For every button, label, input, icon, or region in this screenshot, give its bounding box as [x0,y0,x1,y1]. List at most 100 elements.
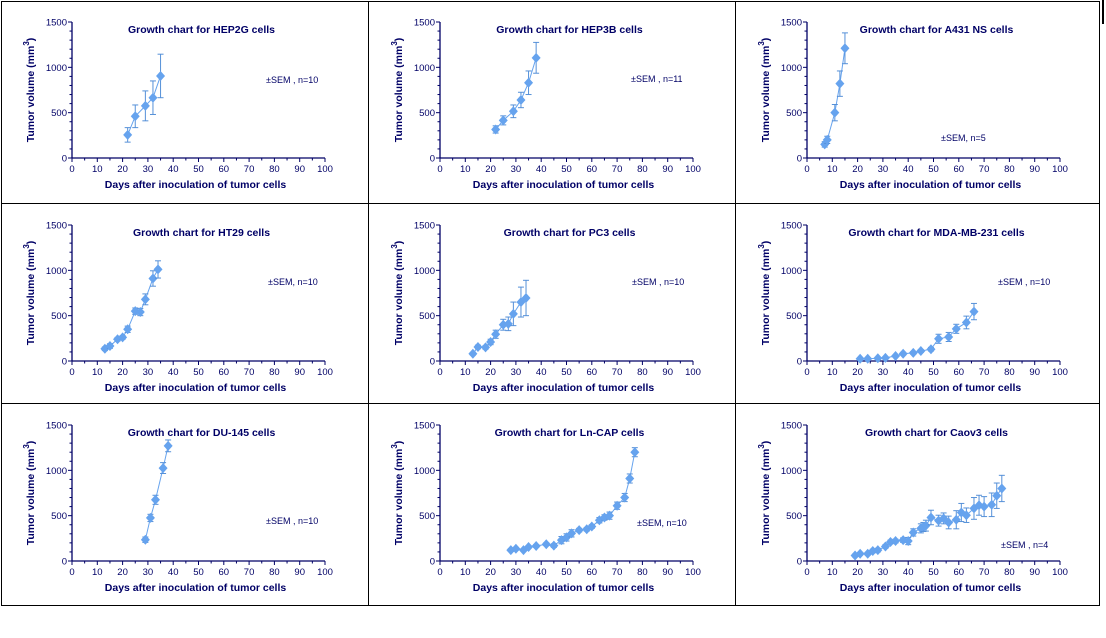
series [123,53,166,143]
edge-mark [1102,0,1104,24]
y-axis-label-superscript: 3 [22,244,31,249]
y-axis-label-end: ) [25,38,37,42]
sem-annotation: ±SEM , n=10 [998,277,1050,287]
chart-panel: 0 10 20 30 40 50 60 70 80 90 100 0 500 1000 1500 Days a… [369,204,735,403]
y-axis-label-superscript: 3 [390,444,399,449]
x-tick-label: 50 [928,367,939,378]
chart-panel: 0 10 20 30 40 50 60 70 80 90 100 0 500 1000 1500 Days a… [1,204,368,403]
chart-title: Growth chart for PC3 cells [504,227,636,239]
data-point [481,342,491,353]
data-point [516,94,526,105]
data-point [612,500,622,511]
data-point [979,501,989,512]
data-point [156,70,166,81]
y-axis-label-main: Tumor volume (mm [760,46,772,143]
data-point [620,492,630,503]
y-tick-label: 1500 [46,221,67,232]
y-axis-label-main: Tumor volume (mm [393,249,405,346]
data-point [961,510,971,521]
panel-divider [368,1,369,606]
x-tick-label: 90 [1029,367,1040,378]
data-point [118,332,128,343]
x-tick-label: 90 [662,567,673,578]
series [850,474,1007,561]
data-point [835,78,845,89]
y-axis-label-superscript: 3 [757,244,766,249]
y-tick-label: 1500 [414,421,435,432]
x-tick-label: 10 [92,164,103,175]
sem-annotation: ±SEM , n=4 [1001,540,1048,550]
chart-panel: 0 10 20 30 40 50 60 70 80 90 100 0 500 1000 1500 Days a… [1,404,368,606]
x-tick-label: 10 [827,164,838,175]
x-tick-label: 70 [612,367,623,378]
x-tick-label: 50 [928,164,939,175]
data-point [574,525,584,536]
x-tick-label: 60 [587,567,598,578]
y-tick-label: 0 [797,557,802,568]
y-axis-label-main: Tumor volume (mm [25,449,37,546]
x-tick-label: 30 [878,367,889,378]
x-tick-label: 60 [954,367,965,378]
data-point [873,545,883,556]
x-tick-label: 40 [168,367,179,378]
data-point [908,527,918,538]
x-tick-label: 30 [878,164,889,175]
x-tick-label: 30 [143,367,154,378]
y-tick-label: 0 [430,557,435,568]
data-point [508,106,518,117]
x-tick-label: 60 [219,567,230,578]
x-tick-label: 30 [143,567,154,578]
sem-annotation: ±SEM, n=5 [941,133,986,143]
x-tick-label: 80 [637,164,648,175]
chart-title: Growth chart for A431 NS cells [860,24,1014,36]
sem-annotation: ±SEM, n=10 [268,277,318,287]
x-tick-label: 70 [979,164,990,175]
data-point [898,348,908,359]
x-tick-label: 40 [903,164,914,175]
data-point [140,294,150,305]
x-tick-label: 30 [511,164,522,175]
data-point [473,341,483,352]
x-tick-label: 70 [979,567,990,578]
x-tick-label: 70 [612,567,623,578]
x-tick-label: 50 [561,567,572,578]
y-tick-label: 1000 [781,266,802,277]
y-axis-label: Tumor volume (mm3) [757,38,772,143]
y-axis-label-superscript: 3 [757,41,766,46]
y-tick-label: 0 [62,357,67,368]
x-tick-label: 0 [437,164,442,175]
y-tick-label: 500 [786,108,802,119]
chart-title: Growth chart for Ln-CAP cells [495,427,645,439]
x-tick-label: 0 [804,567,809,578]
series [468,279,531,359]
x-tick-label: 0 [804,164,809,175]
data-point [850,550,860,561]
data-point [630,447,640,458]
x-axis-label: Days after inoculation of tumor cells [473,382,655,394]
y-tick-label: 500 [51,311,67,322]
x-tick-label: 0 [437,567,442,578]
data-point [130,111,140,122]
y-tick-label: 1500 [414,18,435,29]
x-tick-label: 40 [168,164,179,175]
data-point [549,540,559,551]
x-tick-label: 20 [485,567,496,578]
data-point [145,512,155,523]
x-tick-label: 40 [536,567,547,578]
x-tick-label: 50 [561,164,572,175]
chart-title: Growth chart for Caov3 cells [865,427,1008,439]
y-tick-label: 1000 [46,466,67,477]
data-point [140,534,150,545]
y-axis-label-end: ) [25,241,37,245]
x-tick-label: 20 [852,567,863,578]
chart-title: Growth chart for DU-145 cells [128,427,276,439]
data-point [491,329,501,340]
y-axis-label-end: ) [760,241,772,245]
y-tick-label: 1500 [781,421,802,432]
y-tick-label: 0 [797,154,802,165]
